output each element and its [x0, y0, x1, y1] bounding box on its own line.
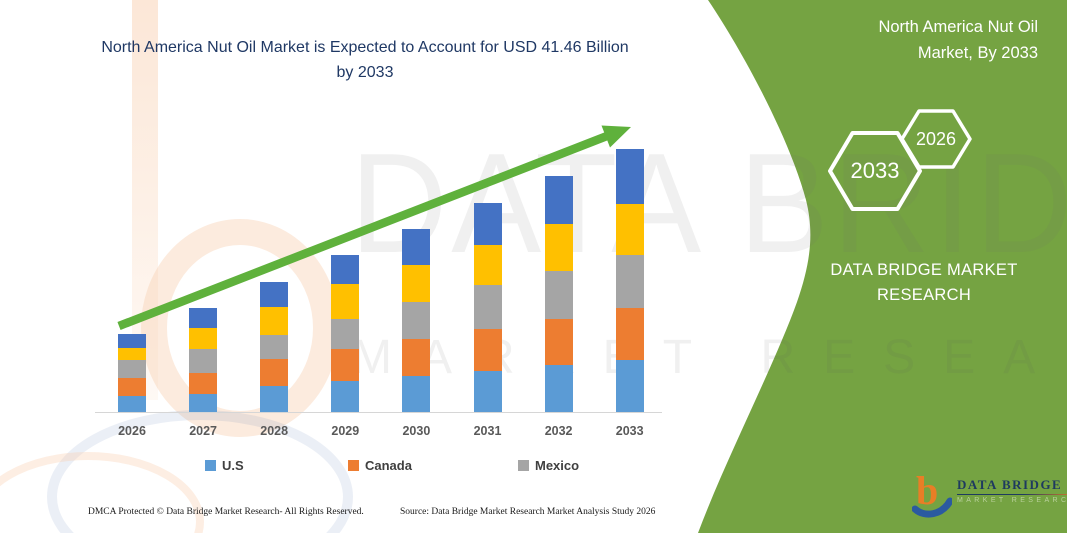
bar-segment-canada-2029: [331, 348, 360, 382]
footer-dmca-text: DMCA Protected © Data Bridge Market Rese…: [88, 507, 364, 517]
green-panel-shape: [698, 0, 1067, 533]
bar-segment-canada-2030: [402, 339, 431, 377]
bar-segment-mexico-2026: [118, 360, 146, 378]
x-axis-line: [95, 412, 662, 413]
legend-item-mexico: Mexico: [518, 458, 579, 473]
bar-2030: [402, 228, 431, 412]
bar-segment-unlabeled-blue-2026: [118, 334, 146, 348]
footer-source-text: Source: Data Bridge Market Research Mark…: [400, 507, 656, 517]
chart-legend: U.S Canada Mexico: [0, 458, 700, 476]
watermark-text-line2: MARKET RESEARCH: [352, 331, 1067, 384]
bar-segment-mexico-2032: [544, 271, 573, 319]
x-axis-label-2029: 2029: [331, 424, 360, 438]
bar-2028: [260, 282, 289, 412]
bar-segment-canada-2028: [260, 358, 289, 387]
bar-2026: [118, 334, 146, 412]
legend-item-canada: Canada: [348, 458, 412, 473]
watermark-b-stem: [132, 0, 158, 400]
x-axis-label-2031: 2031: [473, 424, 502, 438]
bar-segment-us-2031: [473, 371, 502, 412]
legend-label-us: U.S: [222, 458, 244, 473]
bar-segment-unlabeled-blue-2033: [615, 149, 644, 204]
bar-segment-us-2032: [544, 365, 573, 412]
watermark-swoosh-blue: [47, 410, 353, 533]
trend-arrow-head: [601, 125, 631, 148]
hexagon-2026-label: 2026: [916, 129, 956, 149]
logo-swoosh: [912, 497, 952, 518]
legend-swatch-mexico: [518, 460, 529, 471]
hexagon-2033: [828, 131, 922, 211]
bar-segment-us-2033: [615, 360, 644, 412]
bar-segment-unlabeled-blue-2031: [473, 203, 502, 245]
logo-divider: [957, 494, 1067, 495]
bar-segment-canada-2031: [473, 328, 502, 372]
bar-segment-unlabeled-yellow-2028: [260, 307, 289, 335]
bar-segment-canada-2033: [615, 307, 644, 361]
bar-segment-unlabeled-blue-2028: [260, 282, 289, 308]
watermark-b-bowl: [141, 219, 339, 437]
legend-swatch-canada: [348, 460, 359, 471]
bar-segment-unlabeled-yellow-2026: [118, 347, 146, 361]
bar-2033: [615, 149, 644, 412]
bar-segment-unlabeled-blue-2029: [331, 254, 360, 284]
hexagon-2033-label: 2033: [851, 158, 900, 183]
bar-segment-mexico-2027: [189, 348, 218, 373]
chart-title: North America Nut Oil Market is Expected…: [101, 39, 629, 81]
bar-segment-us-2030: [402, 376, 431, 412]
bar-segment-unlabeled-yellow-2030: [402, 264, 431, 303]
bar-segment-unlabeled-yellow-2029: [331, 283, 360, 319]
bar-2031: [473, 203, 502, 412]
side-panel-brand: DATA BRIDGE MARKET RESEARCH: [830, 261, 1018, 304]
bar-segment-mexico-2028: [260, 334, 289, 359]
bar-segment-canada-2027: [189, 372, 218, 394]
x-axis-labels: 2026 2027 2028 2029 2030 2031 2032 2033: [95, 424, 662, 442]
watermark-swoosh-peach: [0, 452, 204, 533]
trend-arrow-line: [117, 132, 609, 330]
hexagon-2026: [900, 109, 972, 169]
x-axis-label-2027: 2027: [189, 424, 217, 438]
bar-segment-unlabeled-blue-2030: [402, 228, 431, 265]
bar-segment-unlabeled-yellow-2032: [544, 224, 573, 272]
bar-segment-us-2027: [189, 393, 218, 412]
bar-2032: [544, 175, 573, 412]
bar-segment-mexico-2031: [473, 284, 502, 329]
x-axis-label-2033: 2033: [615, 424, 644, 438]
bar-segment-canada-2026: [118, 377, 146, 397]
x-axis-label-2032: 2032: [544, 424, 573, 438]
logo-b-glyph: b: [916, 470, 938, 513]
x-axis-label-2030: 2030: [402, 424, 431, 438]
bar-2027: [189, 307, 218, 412]
bar-segment-unlabeled-blue-2027: [189, 307, 218, 328]
logo-text-block: DATA BRIDGE MARKET RESEARCH: [957, 470, 1067, 504]
bar-segment-mexico-2030: [402, 302, 431, 340]
plot-area: [95, 118, 662, 412]
logo-subtitle: MARKET RESEARCH: [957, 497, 1067, 504]
x-axis-label-2026: 2026: [118, 424, 146, 438]
bar-segment-mexico-2029: [331, 318, 360, 349]
bar-segment-us-2028: [260, 386, 289, 412]
bar-segment-us-2029: [331, 381, 360, 412]
bar-segment-unlabeled-blue-2032: [544, 175, 573, 225]
legend-label-mexico: Mexico: [535, 458, 580, 473]
logo-name: DATA BRIDGE: [957, 477, 1063, 492]
legend-swatch-us: [205, 460, 216, 471]
dbmr-logo-icon: b: [912, 470, 952, 518]
bar-2029: [331, 254, 360, 412]
bar-segment-us-2026: [118, 396, 146, 412]
bar-segment-unlabeled-yellow-2031: [473, 244, 502, 285]
bar-segment-unlabeled-yellow-2027: [189, 327, 218, 349]
bar-segment-mexico-2033: [615, 254, 644, 308]
legend-label-canada: Canada: [365, 458, 412, 473]
dbmr-logo: b DATA BRIDGE MARKET RESEARCH: [912, 470, 1067, 518]
bar-segment-canada-2032: [544, 318, 573, 366]
side-panel-title: North America Nut Oil Market, By 2033: [878, 18, 1038, 62]
legend-item-us: U.S: [205, 458, 244, 473]
bar-segment-unlabeled-yellow-2033: [615, 203, 644, 255]
x-axis-label-2028: 2028: [260, 424, 289, 438]
